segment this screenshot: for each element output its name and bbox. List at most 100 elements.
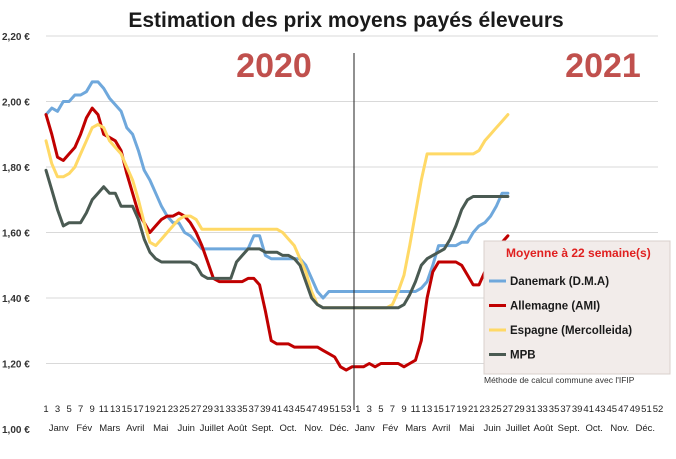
x-tick-label: 19 [456, 404, 467, 415]
series-line-espagne [44, 113, 510, 310]
x-tick-label: 11 [411, 404, 421, 415]
month-label: Fév [76, 423, 92, 434]
x-tick-label: 25 [491, 404, 502, 415]
y-tick-label: 1,20 € [2, 360, 30, 371]
month-label: Oct. [280, 423, 297, 434]
x-tick-label: 27 [503, 404, 514, 415]
x-tick-label: 23 [480, 404, 491, 415]
x-tick-label: 51 [329, 404, 340, 415]
month-label: Juin [178, 423, 195, 434]
x-tick-label: 33 [537, 404, 548, 415]
series-lines [44, 80, 510, 372]
x-tick-label: 35 [237, 404, 248, 415]
x-tick-label: 29 [202, 404, 213, 415]
month-label: Nov. [610, 423, 629, 434]
month-label: Oct. [586, 423, 603, 434]
x-tick-label: 41 [272, 404, 283, 415]
x-tick-label: 7 [390, 404, 395, 415]
x-tick-label: 33 [225, 404, 236, 415]
x-tick-label: 29 [514, 404, 525, 415]
x-tick-label: 31 [214, 404, 225, 415]
x-tick-label: 19 [145, 404, 156, 415]
x-tick-label: 21 [468, 404, 479, 415]
legend-entry-label: Allemagne (AMI) [510, 301, 600, 313]
x-tick-label: 7 [78, 404, 83, 415]
x-tick-label: 1 [355, 404, 360, 415]
legend-entry-label: Danemark (D.M.A) [510, 276, 609, 288]
y-tick-label: 2,20 € [2, 32, 30, 43]
series-line-danemark [44, 80, 510, 300]
legend: Moyenne à 22 semaine(s) Danemark (D.M.A)… [483, 240, 671, 385]
x-tick-label: 23 [168, 404, 179, 415]
x-tick-label: 45 [607, 404, 618, 415]
x-tick-label: 3 [55, 404, 60, 415]
month-label: Janv [355, 423, 375, 434]
x-tick-label: 35 [549, 404, 560, 415]
month-label: Juin [484, 423, 501, 434]
legend-entry-label: Espagne (Mercolleida) [510, 325, 632, 337]
month-label: Janv [49, 423, 69, 434]
month-label: Août [227, 423, 247, 434]
y-tick-label: 2,00 € [2, 98, 30, 109]
x-tick-label: 47 [306, 404, 317, 415]
x-tick-label: 53 [341, 404, 352, 415]
x-tick-label: 52 [653, 404, 664, 415]
y-tick-label: 1,60 € [2, 229, 30, 240]
x-tick-label: 21 [156, 404, 167, 415]
month-label: Avril [126, 423, 144, 434]
legend-title: Moyenne à 22 semaine(s) [506, 246, 651, 260]
x-tick-label: 45 [295, 404, 306, 415]
month-label: Sept. [252, 423, 274, 434]
x-tick-label: 27 [191, 404, 202, 415]
x-axis-ticks: 1 3 5 7 9 11 13 15 17 19 21 23 25 27 29 31 33 35 37 39 41 43 4… [43, 404, 663, 415]
year-label-2020: 2020 [236, 47, 312, 85]
x-tick-label: 11 [99, 404, 109, 415]
month-label: Mai [153, 423, 168, 434]
x-tick-label: 3 [367, 404, 372, 415]
chart-title: Estimation des prix moyens payés éleveur… [128, 9, 563, 32]
month-label: Nov. [304, 423, 323, 434]
month-label: Juillet [506, 423, 531, 434]
x-tick-label: 39 [572, 404, 583, 415]
y-tick-label: 1,40 € [2, 294, 30, 305]
x-tick-label: 39 [260, 404, 271, 415]
x-tick-label: 49 [318, 404, 329, 415]
legend-entry-label: MPB [510, 350, 536, 362]
x-tick-label: 17 [133, 404, 144, 415]
x-tick-label: 51 [641, 404, 652, 415]
series-line-mpb [44, 168, 510, 310]
year-label-2021: 2021 [565, 47, 641, 85]
y-axis-ticks: 1,00 € 1,20 € 1,40 € 1,60 € 1,80 € 2,00 € 2,20… [2, 32, 30, 436]
x-tick-label: 5 [378, 404, 383, 415]
x-axis-months: Janv Fév Mars Avril Mai Juin Juillet Août Sept. O… [49, 423, 655, 434]
x-tick-label: 15 [122, 404, 133, 415]
method-note: Méthode de calcul commune avec l'IFIP [484, 375, 635, 385]
x-tick-label: 17 [445, 404, 456, 415]
x-tick-label: 25 [179, 404, 190, 415]
x-tick-label: 37 [560, 404, 571, 415]
x-tick-label: 13 [422, 404, 433, 415]
y-tick-label: 1,00 € [2, 425, 30, 436]
x-tick-label: 31 [526, 404, 537, 415]
x-tick-label: 41 [583, 404, 594, 415]
x-tick-label: 9 [401, 404, 406, 415]
x-tick-label: 13 [110, 404, 121, 415]
month-label: Août [533, 423, 553, 434]
x-tick-label: 15 [433, 404, 444, 415]
x-tick-label: 9 [90, 404, 95, 415]
legend-items: Danemark (D.M.A) Allemagne (AMI) Espagne (… [489, 276, 632, 362]
month-label: Juillet [200, 423, 225, 434]
y-tick-label: 1,80 € [2, 163, 30, 174]
month-label: Déc. [635, 423, 655, 434]
x-tick-label: 37 [249, 404, 260, 415]
month-label: Mai [459, 423, 474, 434]
month-label: Déc. [329, 423, 349, 434]
x-tick-label: 43 [595, 404, 606, 415]
legend-box [483, 240, 671, 375]
month-label: Sept. [558, 423, 580, 434]
x-tick-label: 1 [43, 404, 48, 415]
month-label: Avril [432, 423, 450, 434]
month-label: Mars [405, 423, 426, 434]
x-tick-label: 5 [66, 404, 71, 415]
